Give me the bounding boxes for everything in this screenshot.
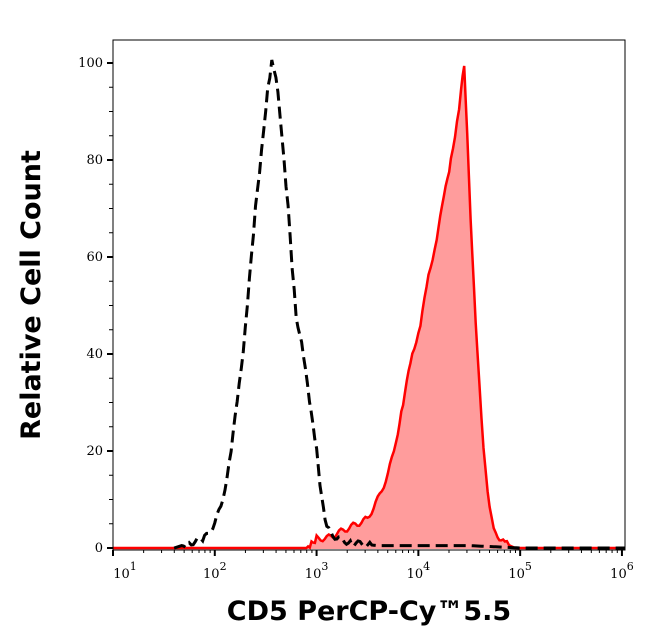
axis-layer: 0 20 40 60 80 100 101 102 103 104 105 106	[78, 56, 634, 582]
y-tick-label: 20	[86, 444, 103, 459]
series-line-control	[173, 59, 625, 550]
y-tick-label: 100	[78, 56, 103, 71]
series-layer	[113, 59, 625, 550]
x-tick-label: 106	[610, 560, 634, 582]
x-tick-label: 103	[305, 560, 329, 582]
x-tick-label: 102	[203, 560, 227, 582]
y-axis-label: Relative Cell Count	[16, 150, 47, 440]
y-tick-label: 40	[86, 347, 103, 362]
x-tick-label: 105	[508, 560, 532, 582]
y-tick-label: 60	[86, 250, 103, 265]
series-line-stained	[113, 65, 625, 550]
x-tick-label: 104	[407, 560, 431, 582]
y-tick-label: 80	[86, 153, 103, 168]
y-tick-label: 0	[95, 541, 103, 556]
x-axis-label: CD5 PerCP-Cy™5.5	[227, 596, 511, 627]
x-tick-label: 101	[113, 560, 137, 582]
plot-frame	[112, 39, 626, 551]
series-fill-1	[113, 65, 625, 550]
